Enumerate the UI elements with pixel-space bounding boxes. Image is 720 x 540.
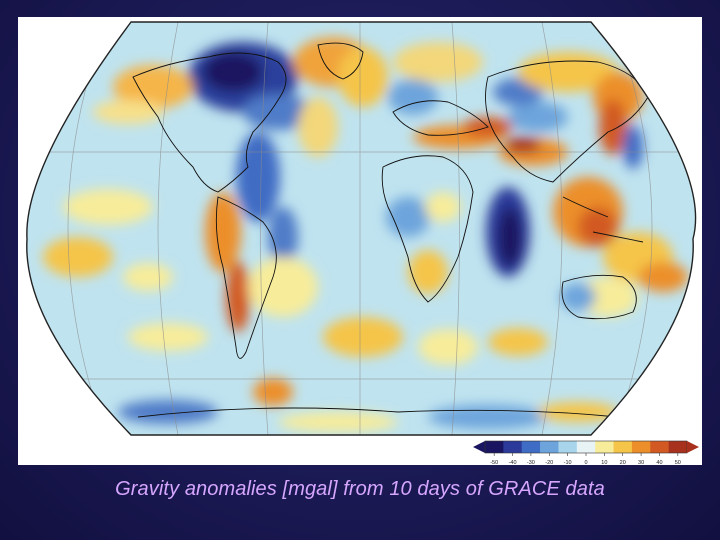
colorbar-cell	[595, 441, 614, 453]
coastlines	[132, 42, 649, 418]
colorbar-cell	[540, 441, 559, 453]
colorbar-cell	[503, 441, 523, 453]
colorbar-tick-label: -20	[545, 460, 553, 466]
colorbar-tick-label: 30	[638, 460, 644, 466]
gravity-anomaly-map	[26, 21, 697, 436]
colorbar-tick-label: -10	[564, 460, 572, 466]
colorbar-cell	[485, 441, 504, 453]
colorbar-min-arrow	[473, 441, 485, 453]
colorbar-tick-label: 20	[620, 460, 626, 466]
colorbar-cell	[576, 441, 596, 453]
colorbar: -50 -40 -30 -20 -10 0 10 20 30 40 50	[473, 440, 699, 466]
gravity-anomaly-map-panel: -50 -40 -30 -20 -10 0 10 20 30 40 50	[18, 17, 702, 466]
colorbar-tick-label: -40	[509, 460, 517, 466]
colorbar-tick-label: -30	[527, 460, 535, 466]
colorbar-cell	[650, 441, 669, 453]
colorbar-max-arrow	[687, 441, 699, 453]
colorbar-cell	[558, 441, 578, 453]
colorbar-tick-labels: -50 -40 -30 -20 -10 0 10 20 30 40 50	[490, 453, 681, 466]
colorbar-tick-label: 0	[584, 460, 587, 466]
colorbar-cell	[668, 441, 688, 453]
graticule	[26, 22, 696, 435]
colorbar-cell	[521, 441, 541, 453]
slide-caption: Gravity anomalies [mgal] from 10 days of…	[115, 478, 605, 500]
colorbar-tick-label: 40	[656, 460, 662, 466]
colorbar-tick-label: 10	[601, 460, 607, 466]
colorbar-cell	[631, 441, 651, 453]
colorbar-cell	[613, 441, 633, 453]
colorbar-cells	[484, 440, 688, 454]
colorbar-tick-label: -50	[490, 460, 498, 466]
globe-outline	[26, 21, 697, 436]
colorbar-tick-label: 50	[675, 460, 681, 466]
anomaly-field	[26, 22, 696, 435]
